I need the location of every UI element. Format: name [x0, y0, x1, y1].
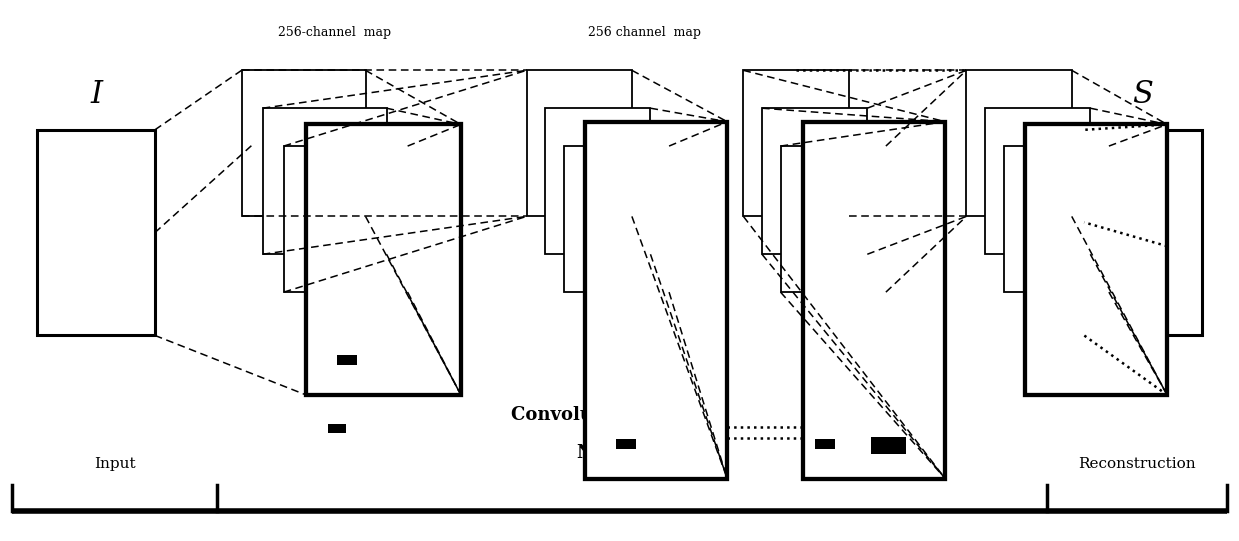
Text: Reconstruction: Reconstruction — [1078, 457, 1196, 471]
Bar — [37, 130, 155, 335]
Text: Input: Input — [94, 457, 135, 471]
Bar — [263, 108, 387, 254]
Bar — [242, 70, 366, 216]
Bar — [545, 108, 650, 254]
Bar — [1004, 146, 1109, 292]
Bar — [328, 424, 346, 433]
Bar — [337, 355, 357, 365]
Bar — [306, 124, 461, 395]
Bar — [527, 70, 632, 216]
Bar — [985, 108, 1090, 254]
Bar — [564, 146, 669, 292]
Bar — [966, 70, 1072, 216]
Bar — [871, 437, 907, 454]
Text: 256 channel  map: 256 channel map — [587, 26, 701, 39]
Text: Network: Network — [576, 444, 663, 462]
Bar — [1025, 124, 1167, 395]
Bar — [762, 108, 867, 254]
Text: S: S — [1132, 79, 1154, 110]
Bar — [743, 70, 849, 216]
Bar — [284, 146, 408, 292]
Bar — [815, 439, 835, 449]
Text: I: I — [90, 79, 102, 110]
Bar — [616, 439, 636, 449]
Text: Convolutional Neural: Convolutional Neural — [512, 406, 727, 424]
Text: 256-channel  map: 256-channel map — [278, 26, 392, 39]
Bar — [781, 146, 886, 292]
Bar — [585, 122, 727, 479]
Bar — [803, 122, 945, 479]
Bar — [1084, 130, 1202, 335]
